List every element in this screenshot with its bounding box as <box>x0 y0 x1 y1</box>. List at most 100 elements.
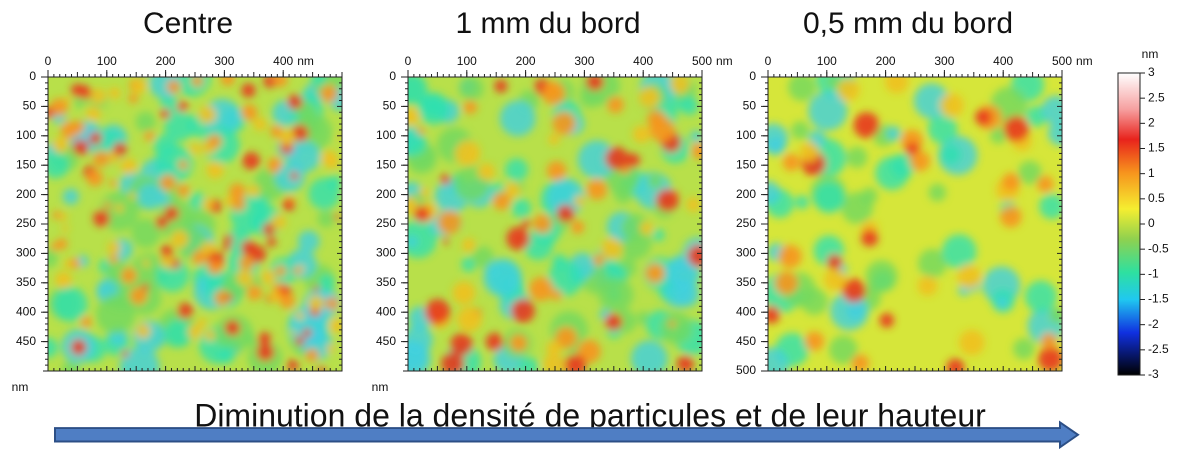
particle <box>224 320 241 336</box>
particle <box>437 210 462 235</box>
low-region <box>472 246 494 269</box>
particle <box>220 77 236 86</box>
x-unit: nm <box>716 54 733 68</box>
particle <box>241 83 256 98</box>
low-region <box>620 213 650 243</box>
particle <box>160 254 174 269</box>
low-region <box>297 230 320 253</box>
particle <box>842 278 867 303</box>
particle <box>273 77 288 88</box>
low-region <box>598 277 634 313</box>
low-region <box>927 114 958 144</box>
x-tick-label: 500 <box>692 54 712 68</box>
particle <box>291 124 309 142</box>
particle <box>450 333 473 356</box>
particle <box>61 225 69 233</box>
particle <box>78 85 92 100</box>
particle <box>121 350 129 358</box>
particle <box>564 354 587 371</box>
particle <box>214 289 230 306</box>
x-tick-label: 100 <box>97 54 117 68</box>
particle <box>266 237 277 247</box>
panel-title: 1 mm du bord <box>455 7 640 40</box>
colorbar-unit: nm <box>1142 47 1159 61</box>
particle <box>440 174 451 185</box>
particle <box>975 109 992 126</box>
particle <box>229 183 246 200</box>
y-tick-label: 100 <box>16 128 36 142</box>
arrow <box>54 420 1080 450</box>
particle <box>71 120 85 135</box>
particle <box>585 77 604 91</box>
particle <box>325 296 339 311</box>
particle <box>256 343 275 362</box>
particle <box>93 210 110 227</box>
particle <box>452 281 476 305</box>
y-tick-label: 250 <box>736 216 756 230</box>
low-region <box>790 121 810 140</box>
particle <box>239 255 255 271</box>
particle <box>129 77 147 95</box>
particle <box>884 77 909 94</box>
particle <box>853 112 880 139</box>
particle <box>206 161 224 179</box>
low-region <box>408 220 437 259</box>
y-tick-label: 150 <box>736 157 756 171</box>
particle <box>511 298 535 323</box>
x-tick-label: 0 <box>405 54 412 68</box>
y-tick-label: 400 <box>16 304 36 318</box>
particle <box>638 86 661 109</box>
particle <box>160 244 174 258</box>
particle <box>69 258 81 269</box>
particle <box>120 267 137 284</box>
particle <box>799 142 820 162</box>
low-region <box>52 286 88 322</box>
particle <box>668 320 676 328</box>
particle <box>59 213 68 221</box>
low-region <box>135 111 156 133</box>
particle <box>164 206 179 221</box>
particle <box>649 117 675 143</box>
particle <box>607 96 624 114</box>
particle <box>178 159 188 170</box>
particle <box>222 242 231 252</box>
low-region <box>1018 160 1042 185</box>
particle <box>107 241 121 255</box>
particle <box>50 98 68 117</box>
particle <box>669 77 690 95</box>
low-region <box>826 77 841 89</box>
particle <box>552 111 576 135</box>
particle <box>645 263 666 284</box>
afm-image <box>768 77 1062 371</box>
low-region <box>518 356 539 371</box>
particle <box>424 299 451 325</box>
particle <box>909 151 931 172</box>
particle <box>109 254 119 264</box>
colorbar-tick-label: 3 <box>1148 65 1155 79</box>
low-region <box>420 93 445 118</box>
particle <box>177 100 188 112</box>
low-region <box>875 156 909 191</box>
low-region <box>48 337 59 358</box>
particle <box>804 331 825 351</box>
low-region <box>459 77 484 101</box>
particle <box>605 146 629 171</box>
particle <box>542 81 566 106</box>
y-tick-label: 350 <box>16 275 36 289</box>
particle <box>477 163 495 181</box>
particle <box>204 329 216 341</box>
particle <box>851 354 870 371</box>
y-tick-label: 450 <box>736 334 756 348</box>
particle <box>946 358 965 371</box>
x-tick-label: 200 <box>156 54 176 68</box>
particle <box>246 285 263 301</box>
y-tick-label: 450 <box>376 334 396 348</box>
particle <box>197 317 207 328</box>
particle <box>247 185 260 198</box>
low-region <box>48 249 58 268</box>
particle <box>207 134 222 149</box>
particle <box>89 131 102 145</box>
particle <box>52 210 61 220</box>
low-region <box>288 305 328 346</box>
particle <box>159 174 177 191</box>
